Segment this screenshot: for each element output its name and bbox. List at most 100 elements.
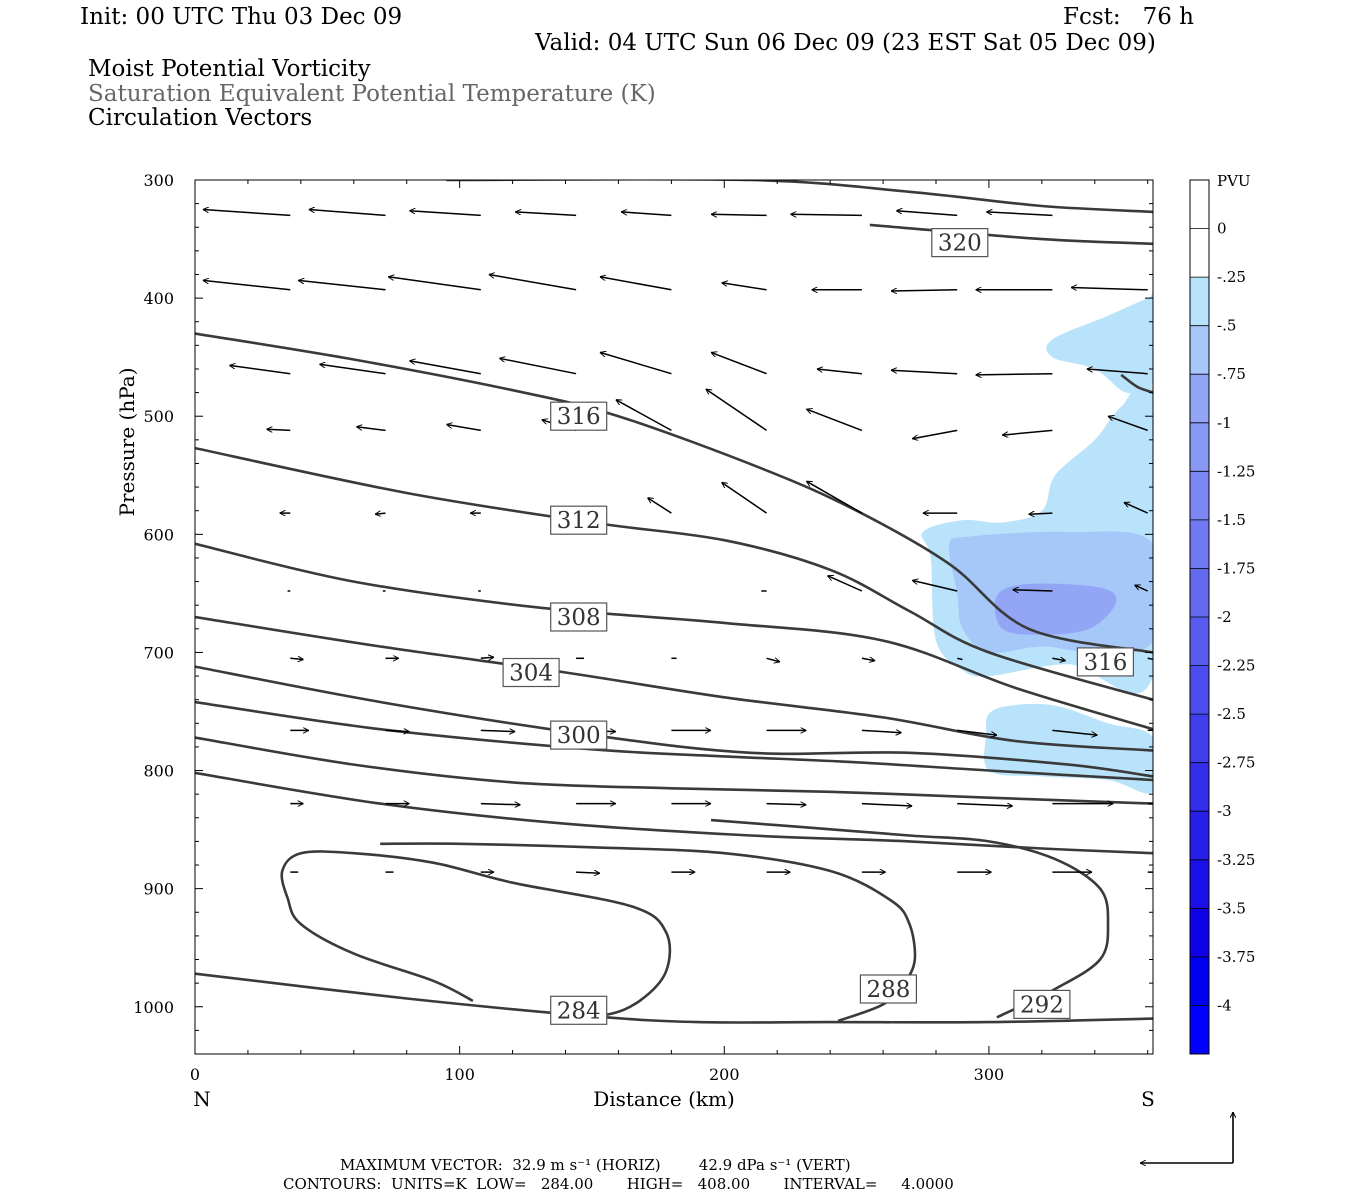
colorbar-label: -.5: [1217, 317, 1236, 335]
circulation-vector: [309, 210, 386, 217]
theta-e-contour-296: [195, 700, 1153, 782]
circulation-vector: [806, 409, 863, 432]
circulation-vector: [480, 657, 494, 658]
circulation-vector: [388, 277, 481, 291]
colorbar-swatch: [1190, 1005, 1209, 1055]
theta-e-contour-320: [869, 223, 1153, 246]
colorbar-swatch: [1190, 568, 1209, 618]
colorbar-label: -2.25: [1217, 657, 1255, 675]
colorbar-swatch: [1190, 908, 1209, 958]
circulation-vector: [1013, 590, 1053, 591]
circulation-vector: [1135, 585, 1149, 592]
circulation-vectors: [203, 210, 1153, 874]
circulation-vector: [896, 211, 958, 217]
circulation-vector: [861, 658, 875, 660]
circulation-vector: [1147, 802, 1153, 805]
theta-e-contour-312: [195, 446, 1153, 701]
contour-label-text: 316: [1083, 650, 1127, 676]
circulation-vector: [409, 361, 481, 375]
contour-label-box: [1076, 647, 1135, 677]
theta-e-contour-320: [446, 180, 1153, 214]
max-vector-note: MAXIMUM VECTOR: 32.9 m s⁻¹ (HORIZ) 42.9 …: [340, 1156, 851, 1174]
contour-label-box: [550, 401, 608, 431]
circulation-vector: [891, 370, 958, 375]
pv-region: [994, 583, 1117, 635]
theta-e-contour-288: [195, 771, 1153, 855]
x-axis-right-end-label: S: [1141, 1087, 1155, 1111]
y-tick-label: 500: [143, 407, 174, 426]
colorbar-label: 0: [1217, 220, 1227, 238]
circulation-vector: [766, 804, 807, 805]
colorbar-swatch: [1190, 714, 1209, 764]
circulation-vector: [722, 283, 767, 291]
y-tick-label: 300: [143, 171, 174, 190]
field-title-theta-e: Saturation Equivalent Potential Temperat…: [88, 81, 656, 107]
circulation-vector: [1029, 513, 1053, 514]
circulation-vector: [957, 804, 1013, 806]
contour-label-text: 304: [509, 661, 553, 687]
circulation-vector: [861, 804, 912, 806]
pv-shading: [921, 291, 1153, 794]
y-tick-label: 700: [143, 643, 174, 662]
colorbar-label: -1.25: [1217, 462, 1255, 480]
contour-label-box: [502, 657, 560, 688]
circulation-vector: [1147, 657, 1153, 661]
colorbar-swatch: [1190, 228, 1209, 278]
circulation-vector: [356, 427, 386, 432]
theta-e-contour-316: [195, 332, 1153, 654]
contour-label: 304: [502, 657, 560, 688]
circulation-vector: [957, 657, 963, 661]
y-tick-label: 400: [143, 289, 174, 308]
circulation-vector: [515, 212, 577, 217]
colorbar-title: PVU: [1217, 172, 1251, 190]
contour-label-text: 300: [557, 723, 601, 749]
contour-label-text: 288: [866, 977, 910, 1003]
contour-label-text: 292: [1020, 992, 1064, 1018]
colorbar-swatch: [1190, 665, 1209, 715]
contour-label: 284: [550, 995, 608, 1025]
y-tick-label: 1000: [133, 998, 174, 1017]
colorbar-label: -4: [1217, 996, 1232, 1014]
circulation-vector: [229, 365, 291, 375]
circulation-vector: [1147, 729, 1153, 732]
contour-label: 316: [550, 401, 608, 431]
colorbar-swatch: [1190, 471, 1209, 521]
colorbar-swatch: [1190, 956, 1209, 1006]
theta-e-contour-284: [195, 972, 1153, 1024]
circulation-vector: [648, 497, 672, 514]
y-axis-label: Pressure (hPa): [115, 368, 139, 517]
circulation-vector: [600, 277, 672, 291]
forecast-hour: Fcst: 76 h: [1063, 4, 1194, 30]
circulation-vector: [806, 480, 863, 514]
circulation-vector: [766, 658, 780, 662]
colorbar-swatch: [1190, 519, 1209, 569]
contour-label-box: [550, 602, 608, 632]
plot-frame: [194, 179, 1154, 1055]
circulation-vector: [711, 214, 767, 215]
theta-e-contour-292: [710, 818, 1110, 1019]
init-time: Init: 00 UTC Thu 03 Dec 09: [80, 4, 403, 30]
reference-vector-key: [1140, 1112, 1233, 1163]
contour-label-box: [1013, 989, 1071, 1020]
x-tick-label: 200: [709, 1065, 740, 1084]
contour-info-note: CONTOURS: UNITS=K LOW= 284.00 HIGH= 408.…: [283, 1175, 954, 1193]
circulation-vector: [976, 374, 1053, 375]
x-tick-label: 300: [974, 1065, 1005, 1084]
colorbar-swatch: [1190, 762, 1209, 812]
circulation-vector: [1087, 369, 1148, 375]
pv-colorbar: PVU 0 -.25 -.5 -.75 -1 -1.25 -1.5 -1.75 -2 -2.25 -2…: [1189, 172, 1255, 1055]
contour-label-text: 316: [557, 404, 601, 430]
circulation-vector: [722, 481, 768, 514]
colorbar-swatch: [1190, 422, 1209, 472]
circulation-vector: [957, 729, 997, 735]
colorbar-swatch: [1190, 374, 1209, 424]
contour-label-text: 320: [938, 231, 982, 257]
circulation-vector: [290, 658, 303, 659]
circulation-vector: [706, 388, 768, 432]
contour-label: 308: [550, 602, 608, 632]
contour-label: 292: [1013, 989, 1071, 1020]
circulation-vector: [912, 580, 958, 592]
colorbar-label: -.75: [1217, 365, 1246, 383]
circulation-vector: [409, 211, 481, 217]
circulation-vector: [1052, 729, 1097, 735]
